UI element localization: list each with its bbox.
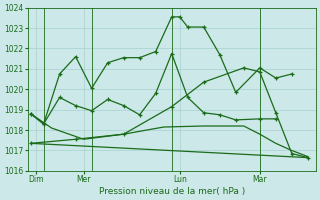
- X-axis label: Pression niveau de la mer( hPa ): Pression niveau de la mer( hPa ): [99, 187, 245, 196]
